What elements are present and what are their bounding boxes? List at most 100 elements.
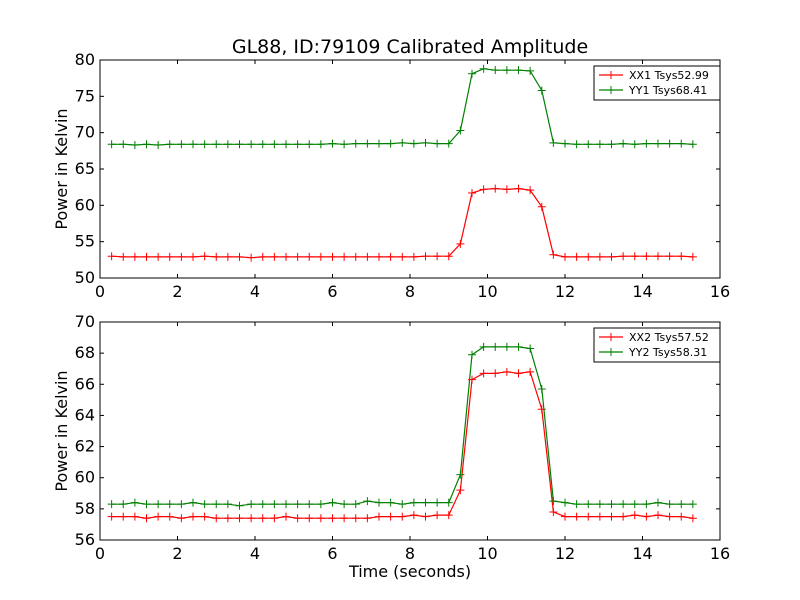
- data-point: [107, 252, 116, 261]
- data-point: [584, 252, 593, 261]
- data-point: [491, 342, 500, 351]
- data-point: [433, 139, 442, 148]
- data-point: [270, 252, 279, 261]
- x-tick-label: 8: [405, 544, 415, 563]
- y-tick-label: 62: [75, 437, 95, 456]
- data-point: [409, 498, 418, 507]
- data-point: [549, 250, 558, 259]
- data-point: [351, 252, 360, 261]
- x-tick-label: 14: [632, 544, 652, 563]
- legend-label: XX1 Tsys52.99: [629, 69, 709, 82]
- data-point: [665, 139, 674, 148]
- data-point: [200, 252, 209, 261]
- data-point: [165, 512, 174, 521]
- data-point: [165, 140, 174, 149]
- y-tick-label: 56: [75, 530, 95, 549]
- data-point: [537, 202, 546, 211]
- data-point: [328, 139, 337, 148]
- data-point: [119, 252, 128, 261]
- data-point: [688, 252, 697, 261]
- data-point: [584, 512, 593, 521]
- x-tick-label: 2: [172, 544, 182, 563]
- data-point: [595, 140, 604, 149]
- data-point: [677, 512, 686, 521]
- data-point: [607, 512, 616, 521]
- data-point: [549, 497, 558, 506]
- x-tick-label: 16: [710, 282, 730, 301]
- data-point: [444, 252, 453, 261]
- x-tick-label: 0: [95, 282, 105, 301]
- data-point: [165, 500, 174, 509]
- data-point: [189, 498, 197, 507]
- data-point: [514, 66, 523, 75]
- data-point: [479, 185, 488, 194]
- data-point: [212, 140, 221, 149]
- data-point: [526, 344, 535, 353]
- data-point: [677, 139, 686, 148]
- data-point: [630, 500, 639, 509]
- data-point: [154, 252, 163, 261]
- data-point: [433, 511, 442, 520]
- data-point: [154, 141, 163, 150]
- data-point: [572, 500, 581, 509]
- data-point: [456, 486, 465, 495]
- data-point: [654, 139, 662, 148]
- data-point: [537, 86, 546, 95]
- data-point: [654, 252, 662, 261]
- data-point: [107, 512, 116, 521]
- data-point: [642, 512, 651, 521]
- data-point: [282, 500, 290, 509]
- x-tick-label: 6: [327, 282, 337, 301]
- data-point: [363, 514, 372, 523]
- data-point: [142, 140, 151, 149]
- data-point: [235, 252, 244, 261]
- data-point: [340, 140, 349, 149]
- data-point: [142, 500, 151, 509]
- data-point: [212, 514, 221, 523]
- data-point: [409, 511, 418, 520]
- data-point: [177, 514, 186, 523]
- x-tick-label: 2: [172, 282, 182, 301]
- data-point: [584, 500, 593, 509]
- data-point: [212, 500, 221, 509]
- y-tick-label: 70: [75, 123, 95, 142]
- data-point: [398, 252, 407, 261]
- data-point: [363, 139, 372, 148]
- data-point: [386, 512, 395, 521]
- data-point: [189, 252, 197, 261]
- data-point: [607, 500, 616, 509]
- top-chart-panel: 0 2 4 6 8 10 12 14 16 50 55 60 65 70 75 80 GL88, ID:7910…: [52, 36, 730, 301]
- x-tick-label: 12: [555, 282, 575, 301]
- x-axis-label: Time (seconds): [348, 562, 471, 581]
- data-point: [316, 252, 325, 261]
- data-point: [177, 140, 186, 149]
- data-point: [386, 139, 395, 148]
- data-point: [119, 500, 128, 509]
- data-point: [421, 138, 430, 147]
- data-point: [130, 252, 139, 261]
- data-point: [189, 512, 197, 521]
- data-point: [119, 512, 128, 521]
- data-point: [526, 186, 535, 195]
- x-tick-label: 8: [405, 282, 415, 301]
- data-point: [526, 367, 535, 376]
- data-point: [491, 184, 500, 193]
- data-point: [328, 498, 337, 507]
- data-point: [619, 139, 628, 148]
- data-point: [177, 252, 186, 261]
- data-point: [595, 500, 604, 509]
- data-point: [572, 252, 581, 261]
- data-point: [421, 252, 430, 261]
- data-point: [340, 500, 349, 509]
- data-point: [572, 140, 581, 149]
- data-point: [479, 369, 488, 378]
- data-point: [537, 384, 546, 393]
- data-point: [130, 498, 139, 507]
- data-point: [514, 342, 523, 351]
- legend-box: [593, 65, 721, 101]
- data-point: [328, 252, 337, 261]
- data-point: [642, 252, 651, 261]
- data-point: [468, 69, 476, 78]
- data-point: [107, 500, 116, 509]
